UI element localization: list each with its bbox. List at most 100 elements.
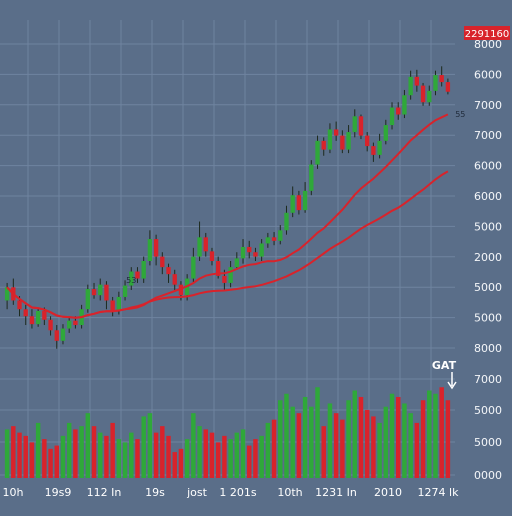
candle-body: [420, 85, 426, 103]
volume-bar: [240, 429, 246, 478]
candle-body: [377, 140, 382, 155]
price-axis-tick-label: 6000: [474, 160, 502, 173]
candle-body: [259, 243, 264, 257]
x-axis-tick-label: 19s9: [45, 486, 72, 499]
volume-bar: [395, 396, 401, 478]
candle-body: [203, 237, 208, 252]
price-badge-bg: [464, 26, 510, 40]
volume-bar: [54, 445, 60, 478]
x-axis-tick-label: 1231 In: [315, 486, 357, 499]
candle-body: [402, 95, 407, 115]
volume-bar: [290, 406, 295, 478]
candle-body: [197, 237, 202, 257]
candle-body: [17, 300, 22, 310]
volume-bar: [315, 387, 320, 478]
candle-body: [302, 190, 308, 211]
candle-body: [23, 309, 28, 317]
price-axis-tick-label: 8000: [474, 38, 502, 51]
candle-body: [4, 287, 10, 301]
candle-body: [315, 140, 320, 165]
volume-bar: [203, 429, 209, 478]
volume-bar: [420, 400, 426, 478]
volume-bar: [91, 426, 97, 478]
candle-body: [327, 129, 333, 150]
candle-body: [191, 256, 196, 279]
x-axis-tick-label: 10h: [3, 486, 24, 499]
x-axis-tick-label: 19s: [145, 486, 165, 499]
volume-bar: [352, 390, 358, 478]
volume-bar: [427, 390, 432, 478]
volume-bar: [104, 435, 109, 478]
candle-body: [346, 132, 351, 150]
candle-body: [35, 310, 41, 325]
candle-body: [153, 239, 159, 257]
volume-bar: [184, 439, 190, 478]
x-axis-tick-label: 1 201s: [219, 486, 256, 499]
candle-body: [234, 258, 239, 268]
volume-bar: [178, 448, 184, 478]
volume-bar: [259, 435, 264, 478]
volume-bar: [35, 422, 41, 478]
candle-body: [222, 275, 227, 283]
volume-bar: [147, 413, 153, 478]
candle-body: [290, 195, 295, 213]
price-axis-tick-label: 5000: [474, 312, 502, 325]
volume-bar: [433, 393, 438, 478]
candle-body: [271, 237, 277, 241]
candle-body: [284, 212, 289, 231]
volume-bar: [321, 426, 326, 478]
candle-layer: 53 55: [4, 66, 465, 349]
volume-bar: [23, 435, 28, 478]
volume-bar: [60, 435, 66, 478]
volume-bar: [371, 416, 376, 478]
volume-bar: [271, 419, 277, 478]
candle-body: [396, 107, 401, 115]
candle-body: [389, 107, 395, 126]
candle-body: [160, 256, 165, 268]
candle-body: [247, 246, 252, 253]
candle-body: [445, 82, 451, 92]
x-axis-tick-label: jost: [186, 486, 208, 499]
volume-bar: [42, 439, 47, 478]
candle-body: [147, 239, 153, 261]
volume-bar: [439, 387, 444, 478]
volume-bar: [383, 406, 389, 478]
candle-body: [383, 125, 388, 141]
candle-body: [253, 252, 258, 257]
candle-body: [29, 316, 35, 325]
candle-body: [358, 116, 364, 136]
candle-body: [321, 140, 326, 150]
price-axis-tick-label: 8000: [474, 342, 502, 355]
volume-layer: [4, 387, 451, 478]
volume-bar: [327, 403, 333, 478]
volume-bar: [197, 426, 202, 478]
candle-body: [110, 300, 115, 311]
candle-body: [116, 296, 122, 311]
candle-body: [141, 260, 146, 279]
volume-bar: [278, 400, 283, 478]
volume-bar: [222, 435, 227, 478]
candle-body: [60, 328, 66, 341]
x-axis-tick-label: 10th: [277, 486, 302, 499]
volume-bar: [85, 413, 91, 478]
volume-bar: [97, 432, 103, 478]
volume-bar: [253, 439, 258, 478]
volume-bar: [340, 419, 345, 478]
candle-body: [371, 146, 376, 155]
candle-body: [67, 320, 72, 329]
candle-body: [98, 284, 103, 296]
candle-body: [178, 284, 184, 296]
x-axis-tick-label: 2010: [374, 486, 402, 499]
candle-body: [129, 271, 134, 286]
volume-axis-tick-label: 7000: [474, 373, 502, 386]
volume-bar: [215, 442, 221, 478]
volume-bar: [402, 403, 407, 478]
volume-bar: [309, 406, 314, 478]
volume-bar: [4, 429, 10, 478]
candle-body: [216, 260, 221, 276]
candle-body: [135, 271, 140, 279]
volume-bar: [79, 426, 84, 478]
candle-body: [48, 319, 53, 331]
